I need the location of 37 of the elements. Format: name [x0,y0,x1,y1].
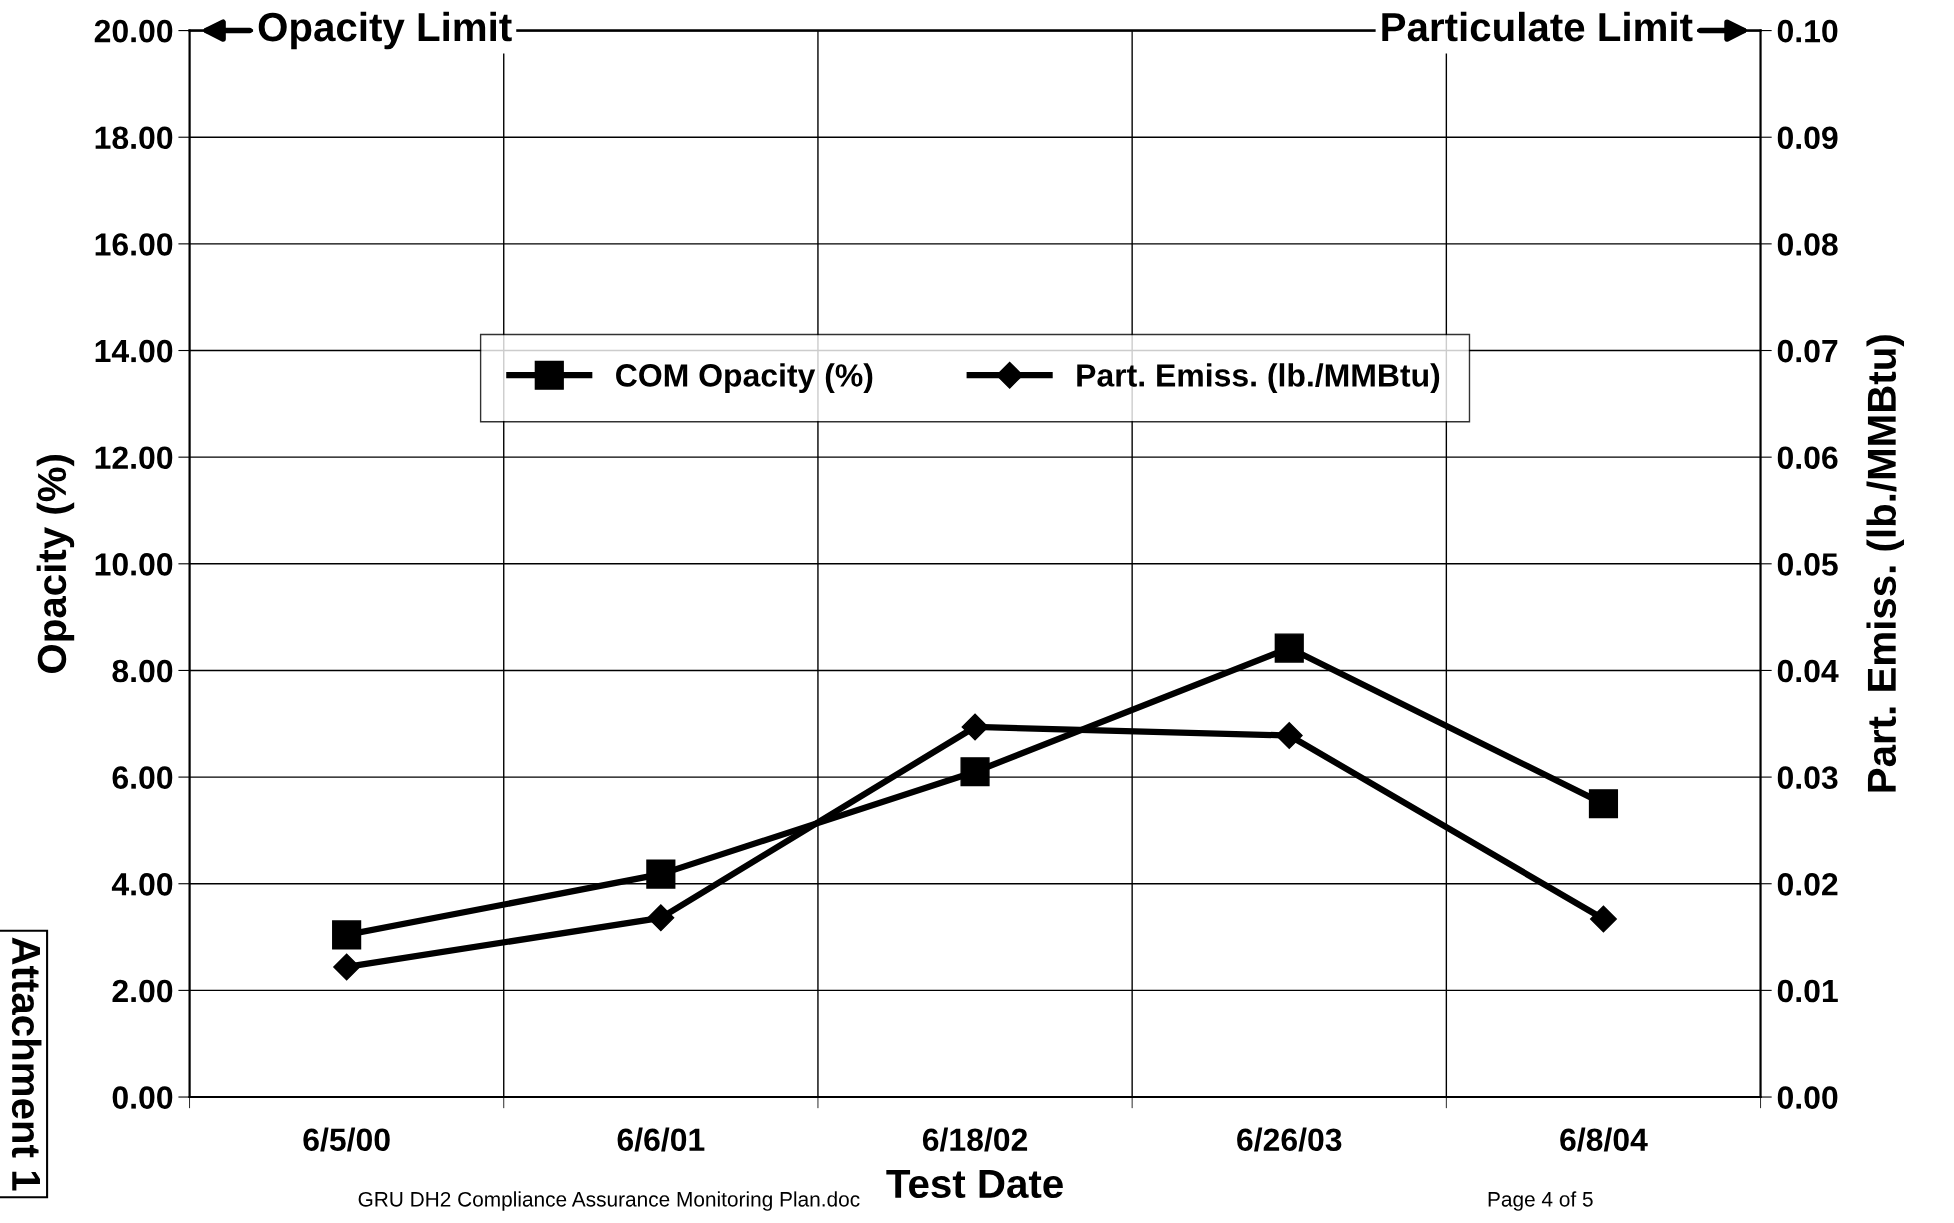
y-tick-label: 14.00 [95,339,173,363]
y-tick-label: 10.00 [95,553,173,576]
text: Page 4 of 5 [1488,1191,1593,1211]
y2-tick-label: 0.00 [1777,1086,1838,1109]
y-tick-label: 20.00 [94,19,173,43]
y2-tick-label: 0.01 [1777,979,1838,1003]
x-tick-label: 6/6/01 [617,1127,705,1152]
y2-tick-label: 0.02 [1777,873,1838,896]
x-tick-label: 6/5/00 [303,1127,390,1152]
y-tick-label: 18.00 [95,126,173,150]
y-axis-title: Opacity (%) [36,455,75,673]
ref-line-label: Opacity Limit [258,11,512,50]
text: GRU DH2 Compliance Assurance Monitoring Plan.doc [358,1191,860,1211]
y-tick-label: 2.00 [112,979,173,1003]
y2-tick-label: 0.04 [1777,659,1839,683]
x-axis-title: Test Date [886,1169,1063,1199]
x-tick-label: 6/18/02 [922,1127,1028,1152]
y2-axis-title: Part. Emiss. (lb./MMBtu) [1866,335,1905,792]
y2-tick-label: 0.03 [1777,766,1838,790]
x-tick-label: 6/8/04 [1560,1127,1648,1152]
y-tick-label: 6.00 [112,766,173,789]
y2-tick-label: 0.08 [1777,233,1838,256]
y-tick-label: 4.00 [111,873,173,896]
y2-tick-label: 0.06 [1777,446,1838,470]
ref-line-label: Particulate Limit [1382,11,1693,42]
y2-tick-label: 0.09 [1777,126,1838,150]
text: Attachment 1 [11,937,42,1191]
x-tick-label: 6/26/03 [1237,1127,1342,1152]
y2-tick-label: 0.07 [1777,339,1838,363]
legend-label: COM Opacity (%) [616,363,873,394]
y2-tick-label: 0.10 [1777,19,1838,43]
y-tick-label: 0.00 [112,1086,173,1109]
y-tick-label: 8.00 [112,659,173,683]
y-tick-label: 12.00 [95,446,173,470]
y2-tick-label: 0.05 [1777,553,1838,576]
y-tick-label: 16.00 [95,233,173,256]
legend-label: Part. Emiss. (lb./MMBtu) [1077,363,1440,394]
